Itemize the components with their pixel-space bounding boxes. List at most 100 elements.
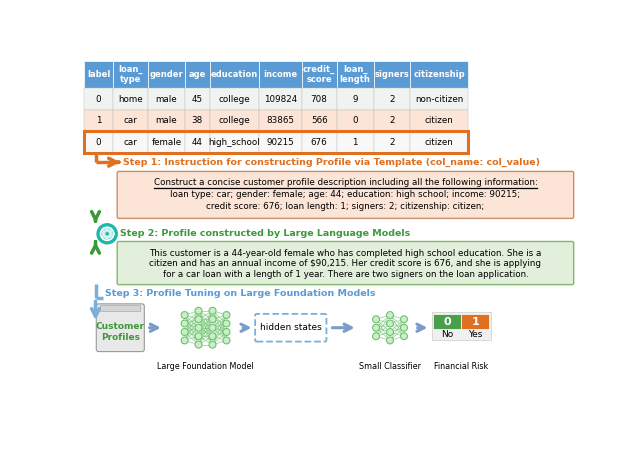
Text: Customer
Profiles: Customer Profiles [96, 322, 145, 342]
Bar [84, 61, 113, 88]
Bar [410, 110, 468, 131]
Bar [337, 88, 374, 110]
Bar [301, 131, 337, 153]
Bar [84, 110, 113, 131]
Text: Step 2: Profile constructed by Large Language Models: Step 2: Profile constructed by Large Lan… [120, 229, 410, 238]
Bar [84, 88, 113, 110]
Circle shape [181, 312, 188, 318]
Text: 9: 9 [353, 95, 358, 103]
Text: This customer is a 44-year-old female who has completed high school education. S: This customer is a 44-year-old female wh… [149, 248, 541, 258]
Text: 2: 2 [389, 116, 395, 125]
Bar [259, 88, 301, 110]
Circle shape [181, 320, 188, 327]
Text: loan_
type: loan_ type [118, 65, 143, 84]
Bar [432, 312, 491, 340]
Text: 0: 0 [444, 316, 451, 327]
Circle shape [387, 329, 394, 336]
Bar [259, 110, 301, 131]
Circle shape [387, 320, 394, 327]
Text: female: female [151, 137, 182, 147]
Text: label: label [87, 70, 110, 79]
Bar [184, 61, 210, 88]
Circle shape [223, 337, 230, 344]
Bar [374, 131, 410, 153]
Text: 45: 45 [192, 95, 203, 103]
Circle shape [401, 316, 408, 323]
Bar [410, 131, 468, 153]
Circle shape [195, 307, 202, 314]
Text: car: car [124, 116, 138, 125]
Bar [374, 110, 410, 131]
FancyBboxPatch shape [96, 304, 145, 352]
Text: 0: 0 [352, 116, 358, 125]
Circle shape [372, 333, 380, 340]
Circle shape [372, 324, 380, 331]
Bar [259, 61, 301, 88]
Bar [113, 61, 148, 88]
Text: 0: 0 [96, 137, 101, 147]
Circle shape [223, 312, 230, 318]
Text: citizenship: citizenship [413, 70, 465, 79]
Bar [410, 88, 468, 110]
Bar [433, 314, 461, 329]
Text: 2: 2 [389, 95, 395, 103]
Bar [148, 61, 184, 88]
Bar [84, 131, 468, 153]
Bar [210, 110, 259, 131]
Text: 109824: 109824 [264, 95, 297, 103]
Bar [184, 110, 210, 131]
Text: Step 3: Profile Tuning on Large Foundation Models: Step 3: Profile Tuning on Large Foundati… [105, 289, 375, 298]
Text: 708: 708 [310, 95, 328, 103]
Bar [210, 61, 259, 88]
Circle shape [209, 307, 216, 314]
Text: 1: 1 [472, 316, 479, 327]
Bar [113, 88, 148, 110]
FancyBboxPatch shape [117, 241, 573, 285]
Text: No: No [441, 330, 454, 339]
Text: gender: gender [150, 70, 183, 79]
Text: home: home [118, 95, 143, 103]
Circle shape [223, 320, 230, 327]
Bar [301, 61, 337, 88]
Circle shape [181, 329, 188, 336]
Text: college: college [219, 116, 250, 125]
Circle shape [97, 224, 117, 244]
Text: loan type: car; gender: female; age: 44; education: high school; income: 90215;: loan type: car; gender: female; age: 44;… [170, 190, 520, 199]
Text: income: income [263, 70, 298, 79]
Circle shape [209, 333, 216, 340]
Circle shape [209, 324, 216, 331]
Circle shape [195, 324, 202, 331]
Text: 0: 0 [96, 95, 101, 103]
Text: citizen: citizen [425, 137, 454, 147]
Text: Small Classifier: Small Classifier [359, 362, 421, 370]
Text: loan_
length: loan_ length [340, 65, 371, 84]
Bar [184, 131, 210, 153]
Bar [113, 131, 148, 153]
Text: 90215: 90215 [266, 137, 294, 147]
Circle shape [387, 337, 394, 344]
Circle shape [372, 316, 380, 323]
Circle shape [195, 333, 202, 340]
Text: credit_
score: credit_ score [303, 65, 335, 84]
Circle shape [401, 333, 408, 340]
Circle shape [209, 341, 216, 348]
Circle shape [401, 324, 408, 331]
Bar [84, 131, 113, 153]
Bar [374, 88, 410, 110]
Text: education: education [211, 70, 258, 79]
Text: for a car loan with a length of 1 year. There are two signers on the loan applic: for a car loan with a length of 1 year. … [163, 270, 528, 279]
Bar [210, 88, 259, 110]
Circle shape [195, 316, 202, 323]
Bar [148, 110, 184, 131]
Text: citizen and has an annual income of $90,215. Her credit score is 676, and she is: citizen and has an annual income of $90,… [149, 259, 541, 268]
Bar [337, 110, 374, 131]
Text: college: college [219, 95, 250, 103]
Bar [461, 314, 489, 329]
Bar [148, 88, 184, 110]
Text: citizen: citizen [425, 116, 454, 125]
Circle shape [181, 337, 188, 344]
Bar [184, 88, 210, 110]
Text: 676: 676 [311, 137, 328, 147]
Bar [113, 110, 148, 131]
Text: 38: 38 [192, 116, 203, 125]
